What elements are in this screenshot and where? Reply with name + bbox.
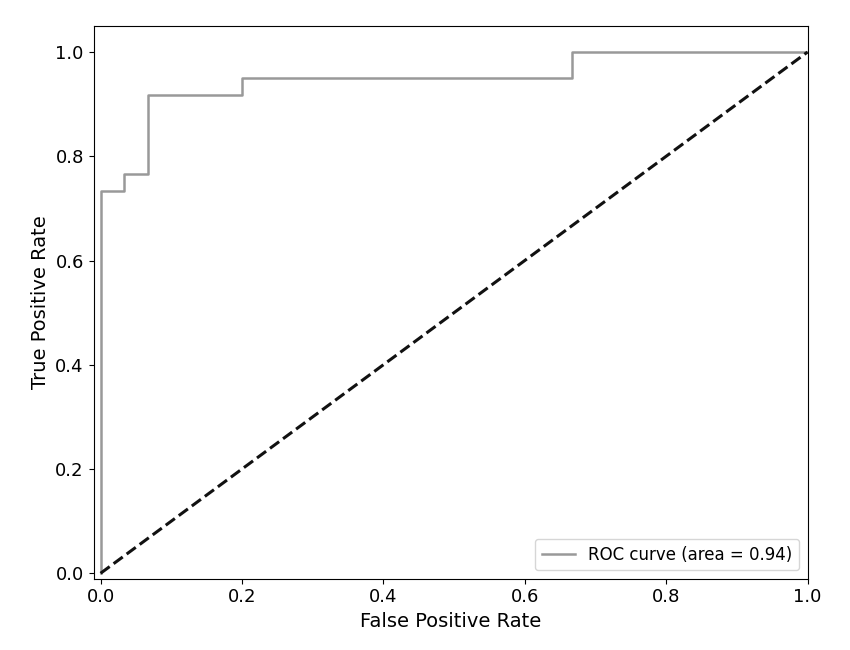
Legend: ROC curve (area = 0.94): ROC curve (area = 0.94) (535, 539, 799, 570)
ROC curve (area = 0.94) (95, 187, 105, 195)
ROC curve (area = 0.94) (802, 48, 813, 56)
Y-axis label: True Positive Rate: True Positive Rate (31, 215, 49, 389)
ROC curve (area = 0.94) (119, 187, 129, 195)
ROC curve (area = 0.94) (567, 48, 577, 56)
Line: ROC curve (area = 0.94): ROC curve (area = 0.94) (100, 52, 807, 573)
ROC curve (area = 0.94) (95, 569, 105, 577)
ROC curve (area = 0.94) (119, 170, 129, 177)
ROC curve (area = 0.94) (143, 170, 153, 177)
ROC curve (area = 0.94) (237, 74, 247, 82)
ROC curve (area = 0.94) (143, 92, 153, 99)
X-axis label: False Positive Rate: False Positive Rate (360, 612, 541, 630)
ROC curve (area = 0.94) (567, 74, 577, 82)
ROC curve (area = 0.94) (237, 92, 247, 99)
